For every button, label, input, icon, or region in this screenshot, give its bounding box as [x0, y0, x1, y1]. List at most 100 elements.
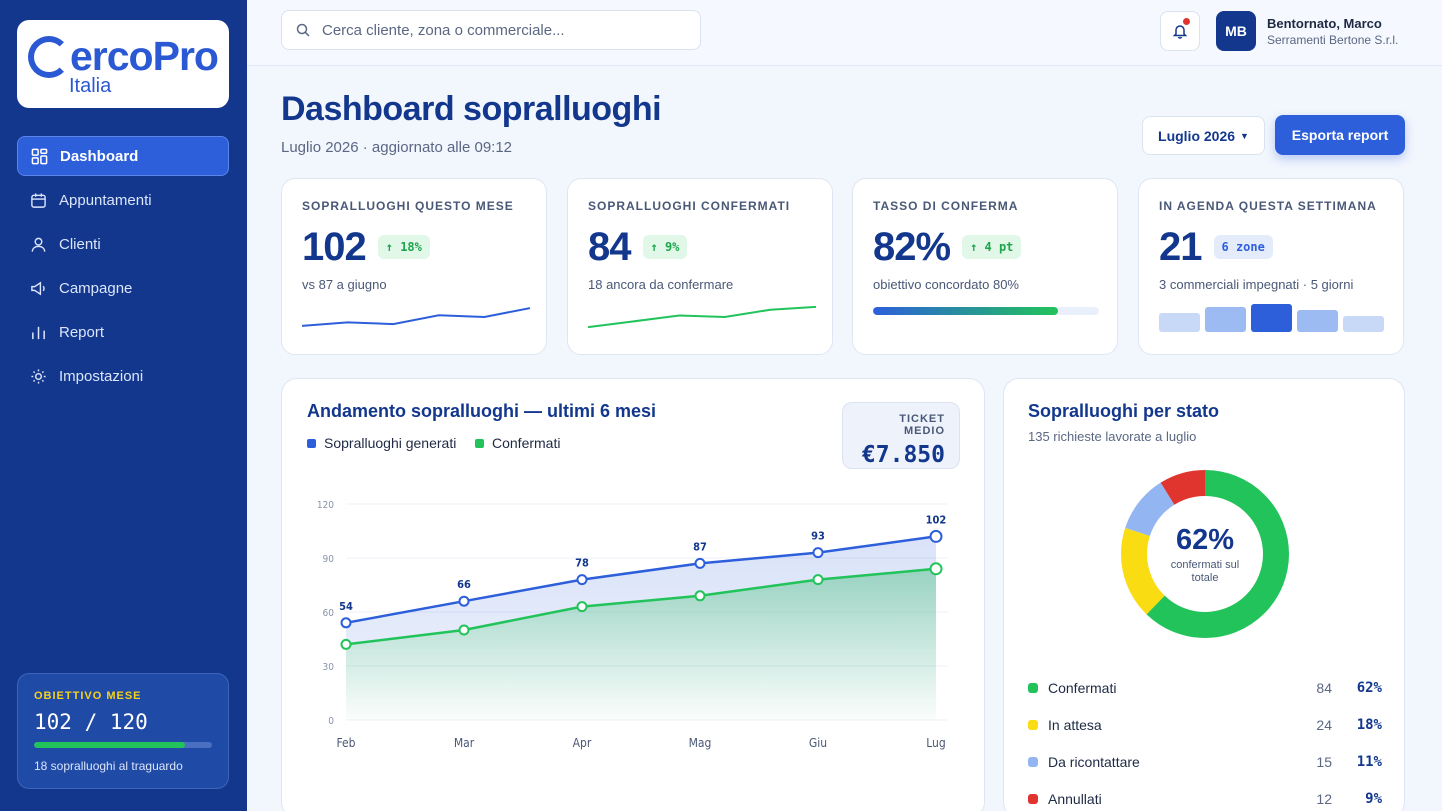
export-report-button[interactable]: Esporta report [1275, 115, 1405, 155]
point-confirmed[interactable] [340, 638, 352, 650]
status-row[interactable]: Da ricontattare 15 11% [1028, 752, 1382, 772]
x-tick-label: Lug [926, 736, 946, 750]
data-label: 87 [693, 540, 707, 553]
status-count: 15 [1316, 754, 1332, 770]
month-select[interactable]: Luglio 2026 ▼ [1142, 116, 1265, 155]
kpi-sparkline [302, 307, 530, 327]
status-name: Da ricontattare [1048, 754, 1140, 770]
sidebar: ercoPro Italia Dashboard Appuntamenti Cl… [0, 0, 247, 811]
search-input[interactable] [322, 21, 672, 39]
user-company: Serramenti Bertone S.r.l. [1267, 33, 1399, 47]
status-name: Confermati [1048, 680, 1117, 696]
kpi-subtext: 18 ancora da confermare [588, 277, 734, 292]
point-generated[interactable] [458, 595, 470, 607]
kpi-zone-badge: 6 zone [1213, 235, 1273, 259]
goal-progress-bar [34, 742, 212, 748]
goal-note: 18 sopralluoghi al traguardo [34, 759, 183, 773]
kpi-value: 84 [588, 225, 631, 269]
monthly-goal-card: OBIETTIVO MESE 102 / 120 18 sopralluoghi… [17, 673, 229, 789]
sidebar-nav: Dashboard Appuntamenti Clienti Campagne … [17, 136, 229, 400]
status-swatch [1028, 794, 1038, 804]
logo-mark-icon [28, 36, 70, 78]
sidebar-item-label: Clienti [59, 235, 101, 253]
grid-icon [31, 148, 48, 164]
sidebar-item-appuntamenti[interactable]: Appuntamenti [17, 180, 229, 220]
point-generated[interactable] [576, 574, 588, 586]
point-generated[interactable] [812, 547, 824, 559]
user-name: Bentornato, Marco [1267, 16, 1382, 31]
week-bar [1297, 310, 1338, 332]
sidebar-item-impostazioni[interactable]: Impostazioni [17, 356, 229, 396]
legend-item-confirmed: Confermati [475, 435, 560, 451]
week-bar [1159, 313, 1200, 332]
kpi-trend-badge: ↑ 18% [377, 235, 430, 259]
sidebar-item-clienti[interactable]: Clienti [17, 224, 229, 264]
sidebar-item-label: Impostazioni [59, 367, 144, 385]
point-confirmed[interactable] [812, 574, 824, 586]
status-count: 12 [1316, 791, 1332, 807]
week-bar [1251, 304, 1292, 332]
sidebar-item-campagne[interactable]: Campagne [17, 268, 229, 308]
point-generated[interactable] [694, 557, 706, 569]
kpi-card-week: IN AGENDA QUESTA SETTIMANA 21 6 zone 3 co… [1138, 178, 1404, 355]
point-confirmed[interactable] [576, 601, 588, 613]
kpi-subtext: vs 87 a giugno [302, 277, 387, 292]
goal-label: OBIETTIVO MESE [34, 690, 142, 702]
week-bar [1343, 316, 1384, 332]
point-confirmed[interactable] [694, 590, 706, 602]
chevron-down-icon: ▼ [1240, 130, 1249, 141]
data-label: 102 [926, 513, 947, 526]
kpi-value: 82% [873, 225, 951, 269]
sidebar-item-label: Report [59, 323, 105, 341]
legend-label: Confermati [492, 435, 561, 451]
point-generated[interactable] [929, 529, 943, 543]
status-name: Annullati [1048, 791, 1102, 807]
legend-item-generated: Sopralluoghi generati [307, 435, 456, 451]
status-row[interactable]: Annullati 12 9% [1028, 789, 1382, 809]
sidebar-item-dashboard[interactable]: Dashboard [17, 136, 229, 176]
y-tick-label: 120 [317, 500, 334, 511]
donut-slice[interactable] [1121, 470, 1289, 638]
kpi-card-confirmed: SOPRALLUOGHI CONFERMATI 84 ↑ 9% 18 ancora… [567, 178, 833, 355]
avatar[interactable]: MB [1216, 11, 1256, 51]
kpi-label: SOPRALLUOGHI CONFERMATI [588, 199, 791, 213]
donut-center-text: confermati sul totale [1170, 558, 1240, 584]
notifications-button[interactable] [1160, 11, 1200, 51]
data-label: 54 [339, 600, 353, 613]
sun-gear-icon [31, 368, 46, 384]
legend-swatch [307, 438, 316, 448]
search-box[interactable] [281, 10, 701, 50]
status-swatch [1028, 683, 1038, 693]
status-swatch [1028, 757, 1038, 767]
week-bars [1159, 304, 1384, 332]
brand-name: ercoPro [70, 33, 219, 79]
point-confirmed[interactable] [929, 562, 943, 576]
status-name: In attesa [1048, 717, 1102, 733]
donut-center: 62% confermati sul totale [1120, 469, 1290, 639]
y-tick-label: 60 [323, 608, 335, 619]
kpi-label: IN AGENDA QUESTA SETTIMANA [1159, 199, 1377, 213]
conversion-progress-bar [873, 307, 1099, 315]
month-select-value: Luglio 2026 [1158, 127, 1236, 144]
trend-chart: 0 30 60 90 120 54 66 78 87 93 102 Feb Mar Apr Mag Giu Lu… [317, 500, 948, 750]
topbar: MB Bentornato, Marco Serramenti Bertone … [247, 0, 1442, 66]
point-confirmed[interactable] [458, 624, 470, 636]
status-title: Sopralluoghi per stato [1028, 401, 1220, 421]
status-row[interactable]: Confermati 84 62% [1028, 678, 1382, 698]
y-tick-label: 90 [323, 554, 335, 565]
status-row[interactable]: In attesa 24 18% [1028, 715, 1382, 735]
y-tick-label: 30 [323, 662, 335, 673]
kpi-trend-badge: ↑ 9% [642, 235, 688, 259]
kpi-label: TASSO DI CONFERMA [873, 199, 1019, 213]
calendar-icon [31, 192, 46, 208]
brand-logo[interactable]: ercoPro Italia [17, 20, 229, 108]
sidebar-item-label: Campagne [59, 279, 133, 297]
sidebar-item-report[interactable]: Report [17, 312, 229, 352]
status-subtitle: 135 richieste lavorate a luglio [1028, 429, 1197, 444]
donut-slice[interactable] [1121, 470, 1289, 638]
sidebar-item-label: Dashboard [60, 147, 139, 165]
status-count: 84 [1316, 680, 1332, 696]
status-donut-chart [1121, 470, 1289, 638]
average-ticket-box: TICKET MEDIO €7.850 [842, 402, 960, 469]
point-generated[interactable] [340, 617, 352, 629]
